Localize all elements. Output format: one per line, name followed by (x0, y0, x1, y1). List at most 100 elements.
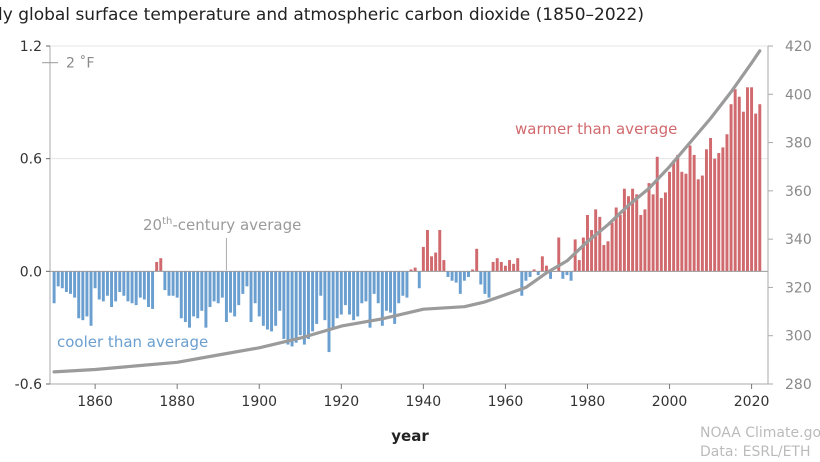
warm-bar (692, 154, 696, 272)
cool-bar (142, 271, 146, 300)
cool-bar (352, 271, 356, 321)
warm-bar (409, 269, 413, 272)
co2-line (52, 49, 762, 374)
cool-bar (122, 271, 126, 296)
cool-bar (257, 271, 261, 317)
cool-bar (179, 271, 183, 319)
warm-bar (684, 173, 688, 272)
warm-bar (635, 194, 639, 272)
warm-bar (725, 134, 729, 272)
warm-bar (713, 158, 717, 272)
cool-bar (146, 271, 150, 308)
fahrenheit-label: 2 ˚F (66, 55, 94, 72)
average-label-prefix: 20 (143, 216, 162, 234)
cool-bar (241, 271, 245, 294)
axes (42, 45, 773, 389)
cool-bar (450, 271, 454, 281)
warm-bar (696, 179, 700, 272)
warm-bar (668, 171, 671, 272)
warm-bar (155, 261, 159, 272)
warm-bar (491, 261, 495, 272)
warm-bar (610, 222, 614, 272)
warm-bar (503, 265, 507, 272)
warm-bar (602, 245, 606, 272)
cool-bar (151, 271, 155, 309)
cool-bar (249, 271, 253, 323)
cool-bar (245, 271, 249, 287)
warm-bar (733, 89, 737, 272)
warm-bar (631, 188, 635, 272)
cool-bar (384, 271, 388, 311)
cool-bar (224, 271, 228, 323)
cool-bar (483, 271, 487, 294)
cool-bar (331, 271, 335, 328)
warm-bar (709, 138, 713, 272)
cool-bar (118, 271, 122, 292)
cool-bar (171, 271, 175, 296)
cool-bar (270, 271, 274, 332)
cool-bar (69, 271, 72, 294)
warm-bar (659, 198, 663, 272)
warm-bar (647, 183, 651, 272)
warm-bar (704, 149, 708, 272)
warm-bar (618, 215, 622, 272)
cool-bar (319, 271, 323, 296)
warm-bar (680, 171, 684, 272)
cooler-label: cooler than average (57, 333, 208, 351)
warm-bar (741, 111, 745, 272)
y-right-tick-label: 380 (785, 136, 812, 152)
y-right-tick-label: 360 (785, 184, 812, 200)
warm-bar (758, 104, 762, 272)
cool-bar (97, 271, 101, 300)
warm-bar (643, 209, 647, 272)
cool-bar (348, 271, 351, 315)
warm-bar (676, 154, 680, 272)
cool-bar (286, 271, 290, 345)
x-tick-label: 1880 (159, 394, 195, 410)
cool-bar (274, 271, 278, 326)
tick-labels: -0.6 0.0 0.6 1.2 2 ˚F 280 300 320 340 360 380 400 42… (15, 39, 812, 410)
warm-bar (540, 256, 544, 272)
warm-bar (598, 216, 602, 272)
warm-bar (475, 248, 479, 272)
x-tick-label: 1940 (406, 394, 442, 410)
warm-bar (590, 230, 594, 272)
warm-bar (544, 265, 548, 272)
cool-bar (200, 271, 204, 311)
warm-bar (421, 246, 425, 272)
cool-bar (294, 271, 298, 343)
cool-bar (380, 271, 384, 326)
credit-line-1: NOAA Climate.go (700, 425, 820, 441)
cool-bar (462, 271, 466, 281)
warm-bar (442, 260, 446, 272)
warm-bar (413, 267, 417, 272)
cool-bar (549, 271, 553, 279)
warm-bar (627, 196, 630, 272)
cool-bar (356, 271, 360, 317)
y-right-tick-label: 320 (785, 280, 812, 296)
cool-bar (569, 271, 573, 281)
warmer-label: warmer than average (515, 120, 677, 138)
cool-bar (520, 271, 524, 296)
cool-bar (565, 271, 569, 276)
x-tick-label: 2020 (734, 394, 770, 410)
warm-bar (508, 260, 511, 272)
cool-bar (302, 271, 306, 345)
cool-bar (528, 271, 532, 277)
cool-bar (175, 271, 179, 298)
cool-bar (183, 271, 187, 323)
y-tick-label: 0.0 (20, 264, 42, 280)
x-tick-label: 1900 (241, 394, 277, 410)
warm-bar (577, 260, 581, 272)
x-tick-label: 1920 (323, 394, 359, 410)
cool-bar (134, 271, 138, 306)
cool-bar (376, 271, 380, 304)
cool-bar (405, 271, 409, 298)
cool-bar (233, 271, 237, 317)
cool-bar (110, 271, 114, 308)
warm-bar (159, 258, 163, 272)
warm-bar (655, 156, 659, 272)
warm-bar (557, 237, 561, 272)
cool-bar (114, 271, 118, 302)
